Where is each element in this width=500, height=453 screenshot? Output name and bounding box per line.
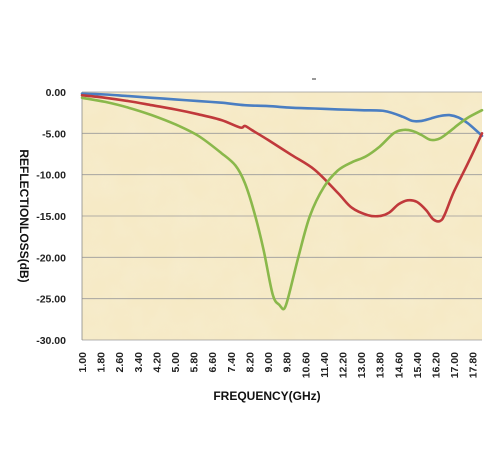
y-tick-label: -15.00	[36, 211, 66, 223]
x-tick-label: 2.60	[114, 352, 126, 373]
grid-lines	[81, 91, 482, 341]
x-tick-label: 6.60	[207, 352, 219, 373]
x-tick-label: 13.80	[375, 352, 387, 378]
x-tick-label: 15.40	[412, 352, 424, 378]
series-line-1	[80, 92, 484, 138]
series-lines	[80, 92, 484, 311]
x-tick-label: 10.60	[300, 352, 312, 378]
x-axis-ticks: 1.00 1.80 2.60 3.40 4.20 5.00 5.80 6.60 7.40 8.20…	[77, 352, 480, 378]
x-tick-label: 11.40	[319, 352, 331, 378]
x-tick-label: 16.20	[431, 352, 443, 378]
y-tick-label: -30.00	[36, 335, 66, 347]
x-tick-label: 9.00	[263, 352, 275, 373]
x-tick-label: 1.00	[77, 352, 89, 373]
y-tick-label: 0.00	[46, 87, 67, 99]
x-tick-label: 7.40	[226, 352, 238, 373]
x-tick-label: 4.20	[151, 352, 163, 373]
series-line-3	[80, 96, 484, 311]
x-tick-label: 12.20	[338, 352, 350, 378]
y-axis-ticks: 0.00 -5.00 -10.00 -15.00 -20.00 -25.00 -30.00	[36, 87, 66, 347]
series-line-2	[80, 94, 484, 223]
y-axis-label: REFLECTIONLOSS(dB)	[17, 149, 31, 282]
x-tick-label: 17.00	[449, 352, 461, 378]
x-tick-label: 9.80	[282, 352, 294, 373]
x-tick-label: 8.20	[244, 352, 256, 373]
x-tick-label: 17.80	[468, 352, 480, 378]
x-tick-label: 14.60	[393, 352, 405, 378]
x-tick-label: 5.00	[170, 352, 182, 373]
x-tick-label: 3.40	[133, 352, 145, 373]
y-tick-label: -5.00	[42, 128, 66, 140]
y-tick-label: -20.00	[36, 252, 66, 264]
y-tick-label: -25.00	[36, 294, 66, 306]
x-tick-label: 13.00	[356, 352, 368, 378]
x-axis-label: FREQUENCY(GHz)	[213, 389, 320, 403]
x-tick-label: 1.80	[96, 352, 108, 373]
x-tick-label: 5.80	[189, 352, 201, 373]
y-tick-label: -10.00	[36, 170, 66, 182]
